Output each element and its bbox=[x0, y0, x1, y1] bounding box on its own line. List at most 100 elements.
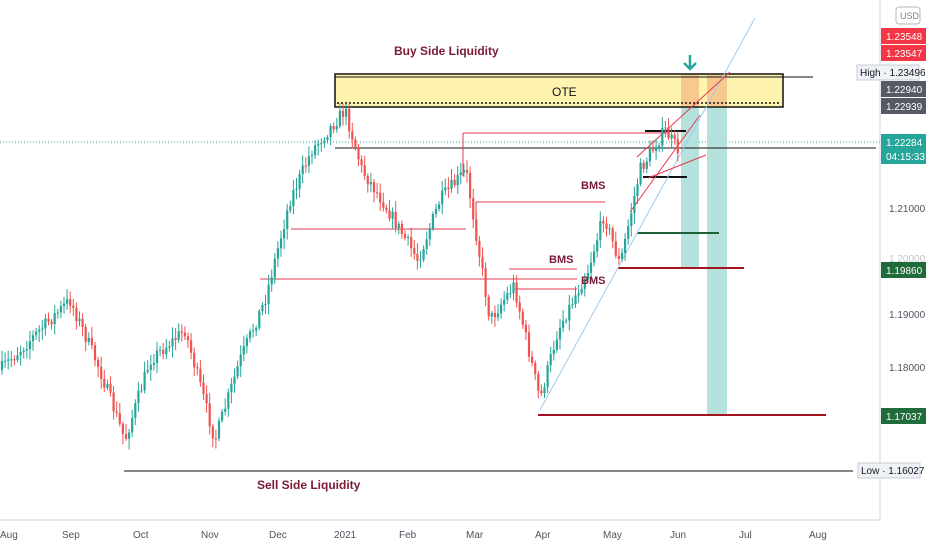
price-tag bbox=[881, 45, 926, 61]
price-tag bbox=[881, 98, 926, 114]
candle-body bbox=[357, 148, 360, 160]
high-label: High · 1.23496 bbox=[856, 64, 926, 81]
candle-body bbox=[397, 223, 400, 228]
candle-body bbox=[186, 336, 190, 341]
candle-body bbox=[441, 190, 444, 205]
candle-body bbox=[115, 411, 118, 414]
candle-body bbox=[124, 434, 128, 439]
candle-body bbox=[419, 259, 422, 261]
candle-body bbox=[611, 228, 614, 242]
candle-body bbox=[571, 304, 574, 306]
candle-body bbox=[286, 210, 289, 229]
sell-side-liquidity-label: Sell Side Liquidity bbox=[257, 478, 361, 492]
candle-body bbox=[624, 238, 627, 253]
candle-body bbox=[307, 156, 310, 166]
buy-side-liquidity-label: Buy Side Liquidity bbox=[394, 44, 499, 58]
candle-body bbox=[602, 221, 605, 224]
candle-body bbox=[552, 349, 555, 355]
candle-body bbox=[69, 299, 72, 306]
x-tick-label: 2021 bbox=[334, 530, 357, 541]
candle-body bbox=[304, 165, 307, 167]
low-label: Low · 1.16027 bbox=[857, 462, 925, 479]
candle-body bbox=[53, 313, 56, 325]
candle-body bbox=[363, 165, 366, 176]
candle-body bbox=[152, 363, 155, 365]
currency-badge[interactable] bbox=[895, 6, 921, 25]
candle-body bbox=[509, 293, 512, 295]
x-tick-label: Dec bbox=[269, 530, 287, 541]
candle-body bbox=[586, 272, 589, 280]
candle-body bbox=[534, 362, 537, 374]
candle-body bbox=[481, 256, 484, 269]
candle-body bbox=[159, 349, 162, 351]
price-tag-text: 04:15:33 bbox=[886, 152, 925, 163]
candle-body bbox=[376, 192, 379, 194]
candle-body bbox=[78, 318, 81, 322]
candle-body bbox=[255, 328, 258, 331]
candle-body bbox=[568, 304, 571, 321]
candle-body bbox=[320, 143, 323, 145]
candle-body bbox=[134, 403, 137, 418]
candle-body bbox=[162, 349, 165, 355]
candle-body bbox=[62, 303, 66, 307]
candle-body bbox=[165, 347, 168, 355]
candle-body bbox=[56, 312, 59, 314]
candle-body bbox=[270, 277, 273, 285]
candle-body bbox=[66, 299, 69, 304]
candle-body bbox=[221, 411, 224, 421]
x-tick-label: May bbox=[603, 530, 622, 541]
candle-body bbox=[434, 208, 438, 215]
candle-body bbox=[518, 302, 521, 312]
candle-body bbox=[469, 172, 472, 199]
trendline-red bbox=[629, 114, 701, 213]
candle-body bbox=[527, 332, 531, 357]
candle-body bbox=[140, 390, 143, 392]
price-tag bbox=[881, 28, 926, 44]
candle-body bbox=[245, 338, 248, 347]
candle-body bbox=[416, 254, 419, 261]
candle-body bbox=[382, 202, 385, 208]
x-tick-label: Jul bbox=[739, 530, 752, 541]
candle-body bbox=[90, 338, 93, 346]
x-tick-label: Oct bbox=[133, 530, 149, 541]
candle-body bbox=[667, 127, 670, 139]
candle-body bbox=[574, 295, 577, 305]
candle-body bbox=[329, 126, 332, 138]
candle-body bbox=[230, 383, 233, 393]
candle-body bbox=[289, 206, 292, 211]
candle-body bbox=[131, 417, 134, 433]
candles bbox=[0, 101, 679, 450]
candle-body bbox=[391, 211, 394, 219]
ote-overlap-1 bbox=[681, 75, 699, 106]
bms-label: BMS bbox=[581, 275, 605, 287]
price-tag bbox=[881, 408, 926, 424]
candle-body bbox=[81, 318, 84, 327]
candle-body bbox=[366, 175, 369, 185]
candle-body bbox=[177, 331, 180, 340]
candle-body bbox=[199, 368, 202, 383]
candle-body bbox=[388, 210, 391, 219]
candle-body bbox=[335, 126, 338, 130]
candle-body bbox=[438, 204, 441, 209]
candle-body bbox=[171, 338, 174, 347]
price-tag bbox=[881, 81, 926, 97]
candle-body bbox=[264, 303, 267, 305]
candle-body bbox=[658, 145, 661, 149]
candle-body bbox=[332, 126, 335, 130]
candle-body bbox=[10, 359, 13, 361]
price-tag bbox=[881, 134, 926, 150]
candle-body bbox=[211, 426, 214, 439]
candle-body bbox=[196, 367, 199, 369]
candle-body bbox=[478, 241, 481, 257]
candle-body bbox=[555, 339, 558, 350]
candle-body bbox=[354, 139, 357, 148]
price-tag-text: 1.23547 bbox=[886, 49, 923, 60]
candle-body bbox=[589, 262, 593, 273]
candle-body bbox=[645, 161, 648, 169]
low-label-text: Low · 1.16027 bbox=[861, 466, 925, 477]
candle-body bbox=[174, 338, 177, 340]
bms-label: BMS bbox=[549, 254, 573, 266]
candle-body bbox=[13, 359, 16, 361]
